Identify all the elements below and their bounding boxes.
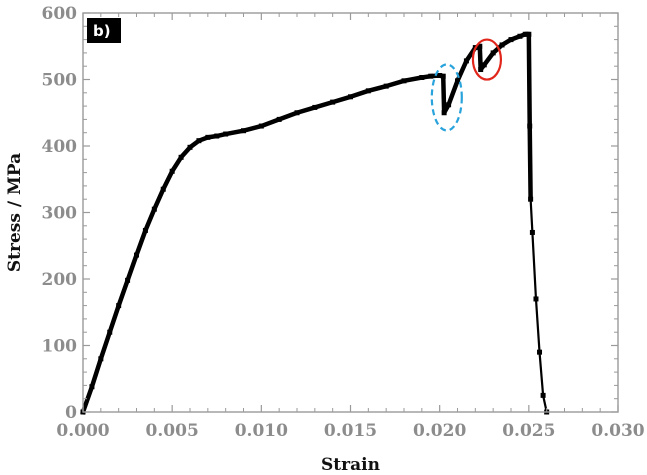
- data-point: [187, 144, 193, 150]
- y-tick-label: 300: [42, 204, 78, 224]
- panel-label: b): [93, 22, 111, 40]
- data-point: [223, 131, 229, 137]
- series-line-heavy: [80, 32, 533, 415]
- y-tick-label: 200: [42, 270, 78, 290]
- annotation-ellipse: [471, 38, 503, 81]
- x-tick-label: 0.020: [413, 421, 466, 441]
- data-point: [463, 58, 469, 64]
- data-point: [517, 33, 523, 39]
- data-point: [125, 277, 131, 283]
- panel-label-box: b): [87, 18, 121, 43]
- data-point: [401, 78, 407, 84]
- data-point: [178, 154, 184, 160]
- data-point: [529, 229, 535, 235]
- x-axis: 0.000 0.005 0.010 0.015 0.020 0.025 0.030: [56, 13, 645, 441]
- x-tick-label: 0.030: [591, 421, 644, 441]
- data-point: [478, 67, 484, 73]
- data-point: [419, 75, 425, 80]
- data-point: [107, 329, 113, 335]
- data-point: [142, 227, 148, 233]
- data-point: [98, 356, 104, 362]
- x-tick-label: 0.025: [502, 421, 555, 441]
- data-point: [312, 104, 318, 110]
- data-point: [499, 42, 505, 48]
- y-tick-label: 400: [42, 137, 78, 157]
- y-axis-title: Stress / MPa: [5, 153, 25, 272]
- data-point: [455, 78, 460, 84]
- data-point: [446, 102, 452, 108]
- x-tick-label: 0.015: [324, 421, 377, 441]
- data-point: [437, 73, 443, 79]
- data-point: [441, 110, 447, 116]
- y-axis: 0 100 200 300 400 500 600: [42, 4, 618, 423]
- data-point: [365, 88, 371, 94]
- y-tick-label: 500: [42, 71, 78, 91]
- x-axis-title: Strain: [321, 455, 380, 475]
- data-point: [477, 43, 483, 49]
- data-point: [214, 133, 220, 139]
- data-point: [508, 37, 514, 43]
- x-tick-label: 0.010: [235, 421, 288, 441]
- y-tick-label: 0: [65, 403, 77, 423]
- data-point: [116, 303, 122, 309]
- y-tick-label: 100: [42, 337, 78, 357]
- data-point: [205, 134, 211, 140]
- data-point: [526, 31, 532, 37]
- data-point: [241, 128, 246, 134]
- data-point: [169, 168, 175, 174]
- data-point: [348, 94, 353, 100]
- x-tick-label: 0.000: [56, 421, 109, 441]
- data-point: [151, 206, 157, 212]
- series-layer: [80, 31, 550, 415]
- data-point: [89, 384, 95, 390]
- data-point: [537, 349, 543, 355]
- data-point: [383, 83, 389, 89]
- data-point: [428, 73, 434, 79]
- annotation-ellipse: [430, 63, 463, 132]
- data-point: [481, 62, 487, 68]
- data-point: [490, 50, 496, 56]
- data-point: [527, 123, 533, 129]
- data-point: [440, 73, 446, 79]
- data-point: [276, 116, 282, 122]
- data-point: [294, 110, 300, 116]
- data-point: [258, 123, 264, 129]
- panel-label-background: [87, 18, 121, 43]
- data-point: [160, 186, 166, 192]
- series-line: [81, 33, 548, 413]
- data-point: [528, 196, 534, 202]
- data-point: [196, 138, 202, 144]
- y-tick-label: 600: [42, 4, 78, 24]
- data-point: [533, 296, 539, 302]
- data-point: [330, 99, 336, 105]
- data-point: [134, 252, 139, 258]
- x-tick-label: 0.005: [146, 421, 199, 441]
- data-point: [540, 392, 546, 398]
